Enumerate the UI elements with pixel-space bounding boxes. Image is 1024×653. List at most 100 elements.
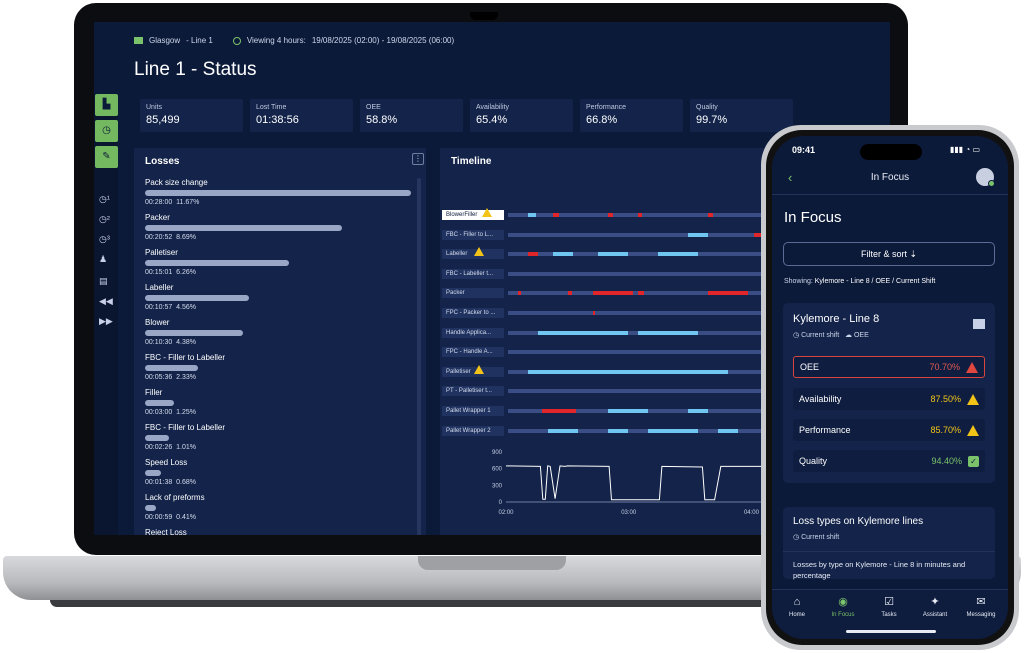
timeline-segment[interactable] [658, 252, 698, 257]
timeline-segment[interactable] [708, 291, 748, 296]
more-options-icon[interactable]: ⋮ [412, 153, 424, 165]
line-oee-card[interactable]: Kylemore - Line 8 ◷ Current shift ☁ OEE … [783, 303, 995, 483]
timeline-segment[interactable] [518, 291, 521, 296]
timeline-segment[interactable] [528, 213, 536, 217]
timeline-segment[interactable] [638, 213, 642, 217]
timeline-row-label[interactable]: FPC - Packer to ... [442, 308, 504, 318]
loss-item[interactable]: Labeller 00:10:57 4.56% [145, 283, 415, 311]
timeline-segment[interactable] [598, 252, 628, 257]
loss-time: 00:20:52 [145, 234, 173, 241]
timeline-segment[interactable] [553, 252, 573, 257]
rewind-icon[interactable]: ◀◀ [99, 296, 113, 306]
timeline-segment[interactable] [708, 213, 713, 217]
timeline-track[interactable] [508, 350, 768, 355]
timeline-row-label[interactable]: Labeller [442, 249, 504, 260]
timeline-segment[interactable] [553, 213, 559, 217]
kpi-label: Lost Time [256, 104, 287, 111]
viewing-range[interactable]: 19/08/2025 (02:00) - 19/08/2025 (06:00) [311, 36, 455, 45]
timeline-row-label[interactable]: Pallet Wrapper 2 [442, 425, 504, 436]
timeline-track[interactable] [508, 232, 768, 237]
sidebar-wrench-button[interactable]: ✎ [95, 146, 118, 168]
loss-item[interactable]: Reject Loss [145, 528, 415, 535]
forward-icon[interactable]: ▶▶ [99, 316, 113, 326]
timeline-segment[interactable] [638, 330, 698, 335]
tab-assistant[interactable]: ✦ Assistant [912, 596, 958, 618]
metric-row-performance[interactable]: Performance 85.70% [793, 419, 985, 441]
timeline-track[interactable] [508, 271, 768, 276]
sidebar: ▙ ◷ ✎ ◷¹ ◷² ◷³ ♟ ▤ ◀◀ ▶▶ [94, 94, 118, 535]
loss-item[interactable]: Palletiser 00:15:01 6.26% [145, 248, 415, 276]
loss-item[interactable]: Blower 00:10:30 4.38% [145, 318, 415, 346]
timer-3-icon[interactable]: ◷³ [99, 234, 110, 244]
metric-row-quality[interactable]: Quality 94.40% ✓ [793, 450, 985, 472]
sidebar-clock-button[interactable]: ◷ [95, 120, 118, 142]
timeline-segment[interactable] [593, 291, 633, 296]
timeline-row-label[interactable]: Pallet Wrapper 1 [442, 406, 504, 416]
tab-home[interactable]: ⌂ Home [774, 596, 820, 618]
users-icon[interactable]: ♟ [99, 254, 108, 264]
loss-item[interactable]: Speed Loss 00:01:38 0.68% [145, 458, 415, 486]
timeline-segment[interactable] [608, 213, 613, 217]
timeline-row-label[interactable]: FBC - Labeller t... [442, 268, 504, 279]
losses-scrollbar[interactable] [417, 178, 421, 535]
tasks-icon: ☑ [884, 596, 894, 608]
timeline-row-label[interactable]: Handle Applica... [442, 327, 504, 338]
site-name[interactable]: Glasgow [149, 36, 181, 45]
timeline-segment[interactable] [688, 232, 708, 237]
loss-types-card[interactable]: Loss types on Kylemore lines ◷ Current s… [783, 507, 995, 580]
timeline-track[interactable] [508, 311, 768, 315]
timeline-track[interactable] [508, 330, 768, 335]
timeline-segment[interactable] [528, 369, 728, 374]
timeline-segment[interactable] [538, 330, 628, 335]
throughput-chart: 900 600 300 0 02:00 03:00 04:00 [492, 450, 776, 516]
metric-row-oee[interactable]: OEE 70.70% [793, 356, 985, 378]
sidebar-factory-button[interactable]: ▙ [95, 94, 118, 116]
timeline-segment[interactable] [608, 409, 648, 413]
timeline-track[interactable] [508, 389, 768, 394]
loss-name: Labeller [145, 283, 174, 292]
timeline-segment[interactable] [608, 428, 628, 433]
filter-sort-button[interactable]: Filter & sort ⇣ [783, 242, 995, 266]
timeline-segment[interactable] [718, 428, 738, 433]
loss-item[interactable]: Pack size change 00:28:00 11.67% [145, 178, 415, 206]
timeline-segment[interactable] [688, 409, 708, 413]
loss-item[interactable]: FBC - Filler to Labeller 00:02:26 1.01% [145, 423, 415, 451]
tab-messaging[interactable]: ✉ Messaging [958, 596, 1004, 618]
timeline-track[interactable] [508, 291, 768, 296]
timeline-row-label[interactable]: PT - Palletiser t... [442, 386, 504, 397]
timeline-track[interactable] [508, 428, 768, 433]
tab-label: Tasks [881, 612, 897, 618]
timer-2-icon[interactable]: ◷² [99, 214, 110, 224]
timeline-segment[interactable] [542, 409, 576, 413]
loss-item[interactable]: FBC - Filler to Labeller 00:05:36 2.33% [145, 353, 415, 381]
timeline-segment[interactable] [528, 252, 538, 257]
timeline-row-label[interactable]: FBC - Filler to L... [442, 229, 504, 240]
timeline-track[interactable] [508, 409, 768, 413]
back-chevron-icon[interactable]: ‹ [788, 170, 793, 185]
timer-1-icon[interactable]: ◷¹ [99, 194, 110, 204]
avatar[interactable] [976, 168, 995, 187]
factory-icon [973, 319, 985, 329]
timeline-track[interactable] [508, 369, 768, 374]
timeline-segment[interactable] [638, 291, 644, 296]
tab-tasks[interactable]: ☑ Tasks [866, 596, 912, 618]
timeline-segment[interactable] [548, 428, 578, 433]
metric-row-availability[interactable]: Availability 87.50% [793, 388, 985, 410]
timeline-track[interactable] [508, 252, 768, 257]
timeline-row-label[interactable]: Palletiser [442, 366, 504, 377]
line-name[interactable]: - Line 1 [186, 36, 213, 45]
loss-item[interactable]: Filler 00:03:00 1.25% [145, 388, 415, 416]
laptop-trackpad-notch [418, 556, 566, 570]
timeline-row-label[interactable]: FPC - Handle A... [442, 347, 504, 358]
timeline-segment[interactable] [593, 311, 595, 315]
timeline-row-label[interactable]: BlowerFiller [442, 210, 504, 220]
timeline-segment[interactable] [648, 428, 698, 433]
loss-item[interactable]: Lack of preforms 00:00:59 0.41% [145, 493, 415, 521]
tab-in-focus[interactable]: ◉ In Focus [820, 596, 866, 618]
list-icon[interactable]: ▤ [99, 276, 108, 286]
loss-item[interactable]: Packer 00:20:52 8.69% [145, 213, 415, 241]
timeline-track[interactable] [508, 213, 768, 217]
timeline-segment[interactable] [568, 291, 572, 296]
timeline-row-label[interactable]: Packer [442, 288, 504, 299]
timeline-segment[interactable] [754, 232, 766, 237]
